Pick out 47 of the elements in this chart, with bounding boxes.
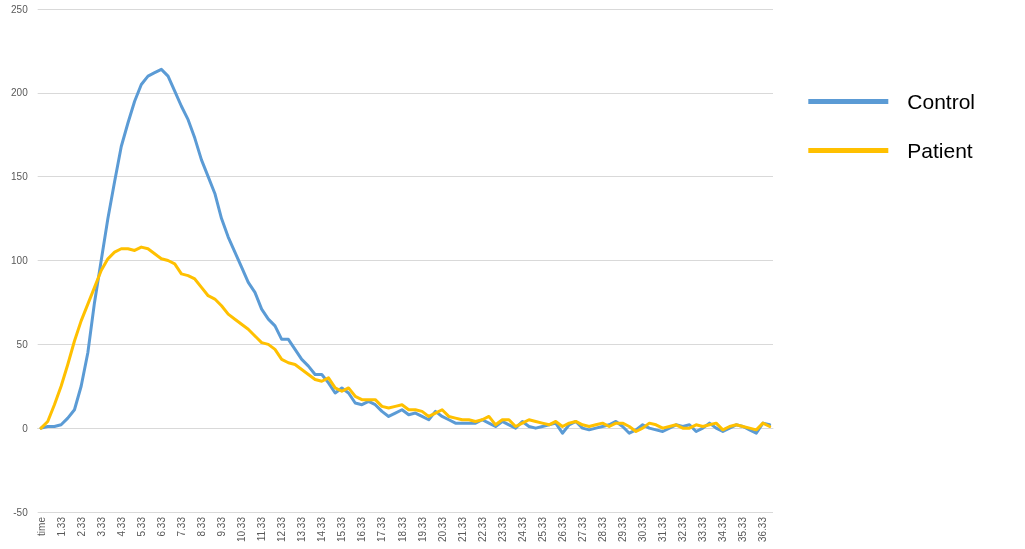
x-tick-label: 36.33 bbox=[757, 516, 769, 543]
x-tick-label: 20.33 bbox=[436, 516, 448, 543]
x-tick-label: 16.33 bbox=[356, 516, 368, 543]
x-tick-label: 32.33 bbox=[677, 516, 689, 543]
x-tick-label: 25.33 bbox=[536, 516, 548, 543]
x-tick-label: 27.33 bbox=[576, 516, 588, 543]
y-tick-label: 200 bbox=[11, 87, 29, 99]
x-tick-label: 22.33 bbox=[476, 516, 488, 543]
legend-label: Control bbox=[907, 90, 976, 113]
x-tick-label: 26.33 bbox=[556, 516, 568, 543]
x-tick-label: 19.33 bbox=[416, 516, 428, 543]
y-tick-label: 150 bbox=[11, 171, 29, 183]
x-tick-label: 23.33 bbox=[496, 516, 508, 543]
x-tick-label: 35.33 bbox=[737, 516, 749, 543]
y-tick-label: 100 bbox=[11, 255, 29, 266]
x-tick-label: 18.33 bbox=[396, 516, 408, 543]
x-tick-label: 10.33 bbox=[236, 516, 248, 543]
x-tick-label: 8.33 bbox=[195, 516, 207, 537]
x-tick-label: 14.33 bbox=[316, 516, 328, 543]
y-tick-label: 250 bbox=[11, 3, 29, 15]
x-tick-label: 15.33 bbox=[336, 516, 348, 543]
y-tick-label: 0 bbox=[22, 422, 29, 434]
x-tick-label: 1.33 bbox=[55, 516, 67, 537]
y-tick-label: 50 bbox=[16, 338, 29, 350]
x-tick-label: 28.33 bbox=[597, 516, 609, 543]
x-tick-label: time bbox=[35, 516, 47, 536]
x-tick-label: 11.33 bbox=[256, 516, 268, 542]
x-tick-label: 29.33 bbox=[617, 516, 629, 543]
x-tick-label: 6.33 bbox=[155, 516, 167, 537]
x-tick-label: 17.33 bbox=[376, 516, 388, 543]
x-tick-label: 4.33 bbox=[115, 516, 127, 537]
x-tick-label: 34.33 bbox=[717, 516, 729, 543]
x-tick-label: 3.33 bbox=[95, 516, 107, 537]
x-tick-label: 33.33 bbox=[697, 516, 709, 543]
x-tick-label: 30.33 bbox=[637, 516, 649, 543]
x-tick-label: 9.33 bbox=[216, 516, 228, 537]
x-tick-label: 21.33 bbox=[456, 516, 468, 543]
x-tick-label: 31.33 bbox=[657, 516, 669, 543]
x-tick-label: 2.33 bbox=[75, 516, 87, 537]
x-tick-label: 24.33 bbox=[516, 516, 528, 543]
x-tick-label: 12.33 bbox=[276, 516, 288, 543]
y-tick-label: -50 bbox=[13, 506, 29, 518]
x-tick-label: 13.33 bbox=[296, 516, 308, 543]
x-tick-label: 5.33 bbox=[135, 516, 147, 537]
x-tick-label: 7.33 bbox=[175, 516, 187, 537]
legend-label: Patient bbox=[907, 139, 973, 162]
line-series bbox=[39, 245, 772, 434]
